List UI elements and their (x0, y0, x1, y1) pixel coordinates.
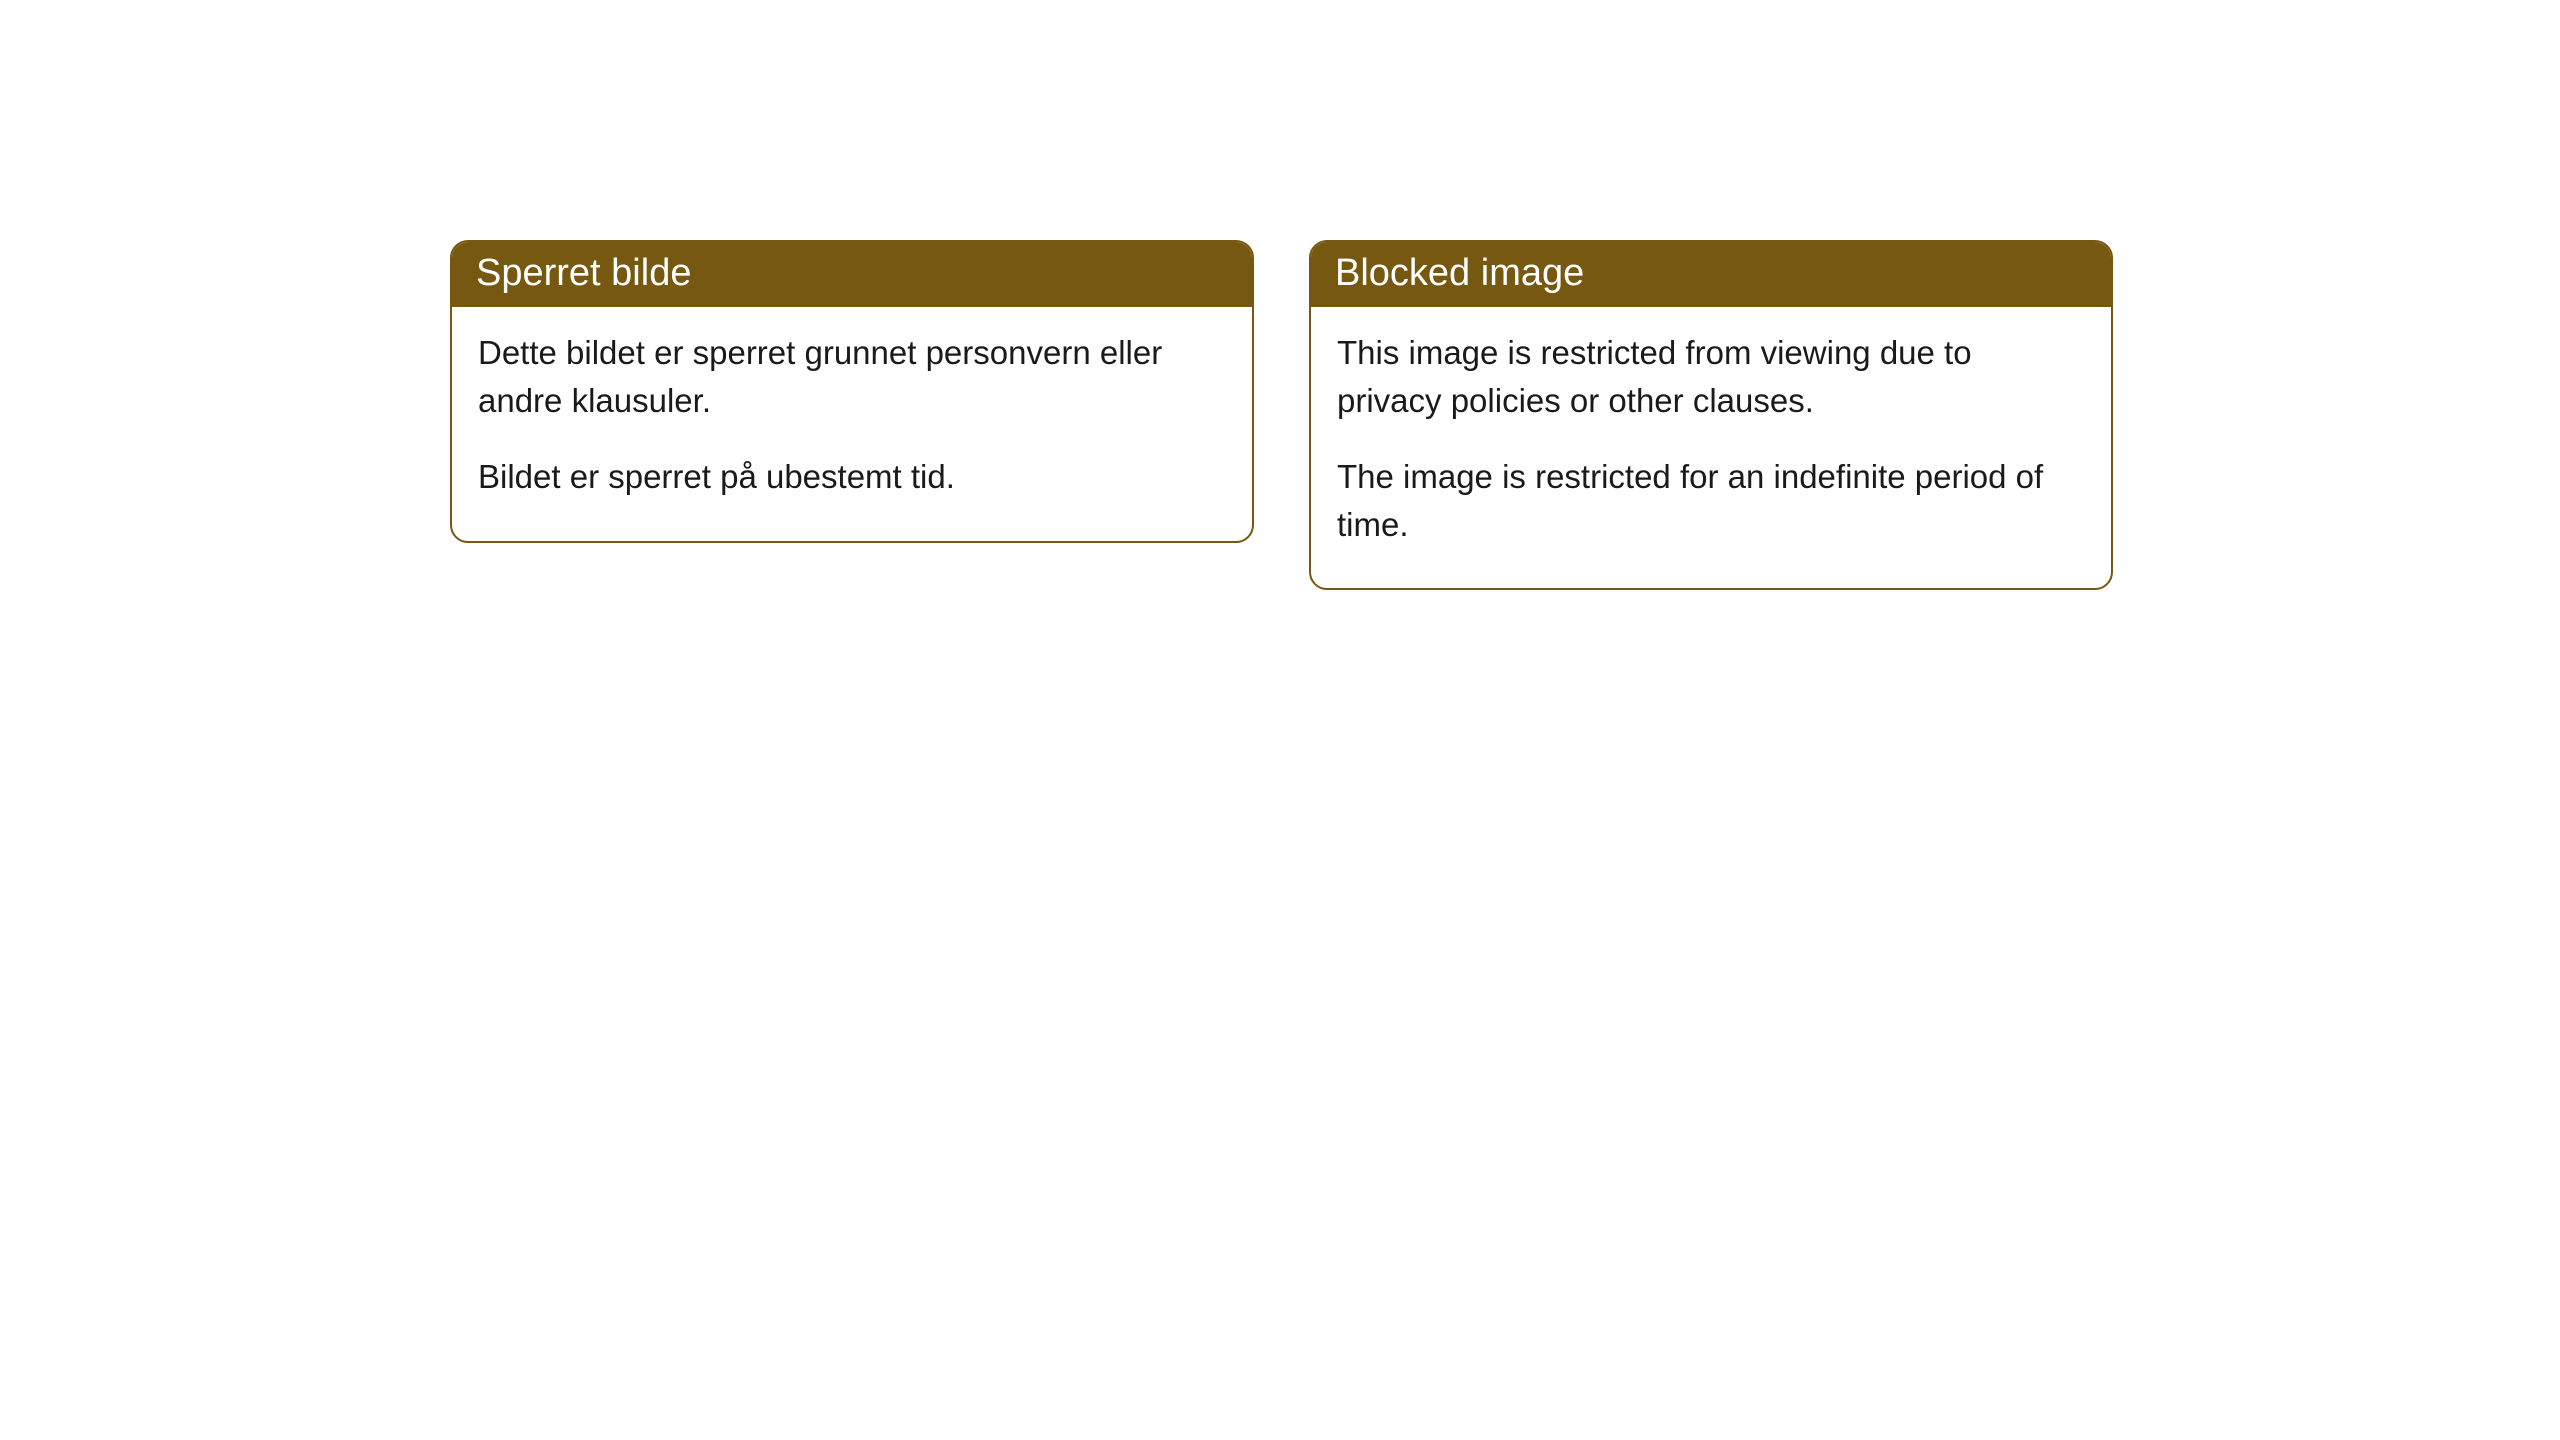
card-paragraph: Bildet er sperret på ubestemt tid. (478, 453, 1226, 501)
card-paragraph: The image is restricted for an indefinit… (1337, 453, 2085, 549)
card-body: Dette bildet er sperret grunnet personve… (452, 307, 1252, 541)
card-paragraph: Dette bildet er sperret grunnet personve… (478, 329, 1226, 425)
card-body: This image is restricted from viewing du… (1311, 307, 2111, 588)
blocked-image-card-english: Blocked image This image is restricted f… (1309, 240, 2113, 590)
card-paragraph: This image is restricted from viewing du… (1337, 329, 2085, 425)
card-title: Blocked image (1335, 252, 1584, 294)
blocked-image-card-norwegian: Sperret bilde Dette bildet er sperret gr… (450, 240, 1254, 543)
card-header: Blocked image (1311, 242, 2111, 307)
card-header: Sperret bilde (452, 242, 1252, 307)
card-title: Sperret bilde (476, 252, 691, 294)
